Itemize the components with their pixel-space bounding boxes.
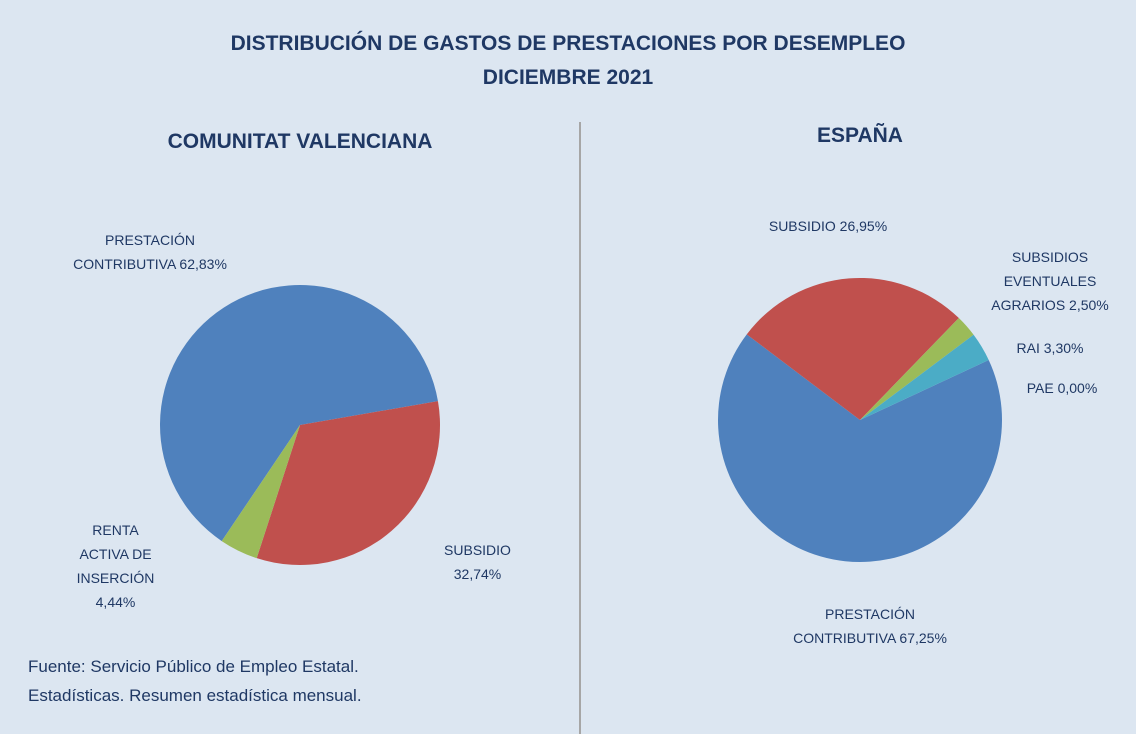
data-label: SUBSIDIOS EVENTUALES AGRARIOS 2,50% (975, 245, 1125, 317)
value-label: 0,00% (1057, 380, 1098, 396)
title: DISTRIBUCIÓN DE GASTOS DE PRESTACIONES P… (230, 32, 906, 55)
category-label: SUBSIDIO (444, 542, 511, 558)
data-label: SUBSIDIO 32,74% (430, 538, 525, 586)
value-label: 2,50% (1069, 297, 1109, 313)
data-label: PRESTACIÓN CONTRIBUTIVA 67,25% (775, 602, 965, 650)
value-label: 3,30% (1043, 340, 1084, 356)
pie-slice (256, 401, 440, 565)
data-label: SUBSIDIO 26,95% (728, 214, 928, 238)
value-label: 4,44% (95, 594, 136, 610)
data-label: PAE 0,00% (1002, 376, 1122, 400)
pie-slice (160, 285, 438, 542)
pie-slice (860, 318, 974, 420)
source-line: Estadísticas. Resumen estadística mensua… (28, 686, 362, 705)
category-label: SUBSIDIO (768, 218, 836, 234)
category-label: RENTA ACTIVA DE INSERCIÓN (76, 522, 155, 586)
subtitle: DICIEMBRE 2021 (482, 66, 654, 89)
source-line: Fuente: Servicio Público de Empleo Estat… (28, 657, 359, 676)
value-label: 32,74% (453, 566, 502, 582)
value-label: 62,83% (179, 256, 227, 272)
source: Fuente: Servicio Público de Empleo Estat… (28, 652, 362, 710)
pie-slice (746, 278, 959, 420)
chart-title: COMUNITAT VALENCIANA (167, 130, 433, 153)
value-label: 67,25% (899, 630, 947, 646)
pie-slice (221, 425, 300, 559)
category-label: PAE (1026, 380, 1054, 396)
data-label: PRESTACIÓN CONTRIBUTIVA 62,83% (55, 228, 245, 276)
data-label: RENTA ACTIVA DE INSERCIÓN 4,44% (68, 518, 163, 614)
value-label: 26,95% (839, 218, 888, 234)
pie-slice (717, 334, 1002, 563)
category-label: PRESTACIÓN CONTRIBUTIVA (73, 232, 195, 272)
category-label: RAI (1016, 340, 1040, 356)
category-label: PRESTACIÓN CONTRIBUTIVA (793, 606, 915, 646)
category-label: SUBSIDIOS EVENTUALES AGRARIOS (991, 249, 1097, 313)
pie-slice (860, 334, 989, 420)
chart-title: ESPAÑA (817, 124, 903, 147)
data-label: RAI 3,30% (990, 336, 1110, 360)
